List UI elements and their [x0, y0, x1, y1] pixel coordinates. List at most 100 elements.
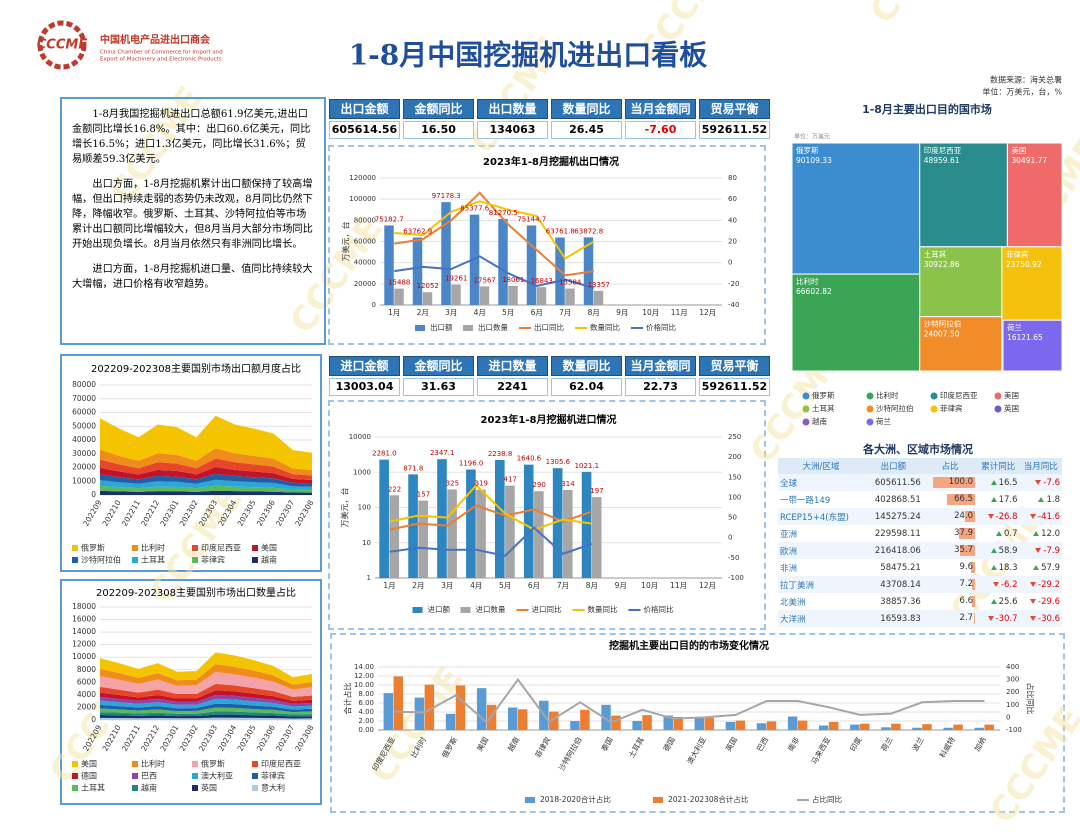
share-bar	[959, 528, 976, 539]
line-series	[389, 483, 593, 531]
legend-swatch	[72, 785, 78, 791]
kpi-value: 31.63	[403, 378, 474, 396]
table-cell: 229598.11	[864, 525, 923, 542]
share-bar	[971, 562, 976, 573]
x-tick-label: 3月	[441, 581, 453, 590]
up-arrow	[990, 598, 997, 604]
bar	[953, 724, 963, 730]
bar	[663, 715, 673, 730]
y-tick-label: 6.00	[358, 699, 374, 707]
share-value: 24.0	[954, 511, 974, 521]
x-tick-label: 3月	[445, 308, 457, 317]
data-label: 222	[388, 485, 401, 493]
x-tick-label: 英国	[723, 735, 739, 753]
panel-frame	[328, 400, 766, 630]
legend-swatch	[252, 761, 258, 767]
table-cell: 拉丁美洲	[778, 576, 864, 593]
data-label: 15488	[388, 279, 410, 287]
x-tick-label: 202308	[293, 498, 315, 527]
y2-tick-label: -50	[728, 554, 739, 562]
y-tick-label: 100	[358, 504, 371, 512]
table-value: 1.8	[1046, 494, 1060, 505]
kpi-label: 当月金额同比	[625, 99, 696, 134]
kpi-value: 605614.56	[329, 121, 400, 139]
area-series	[100, 671, 312, 697]
bar	[632, 721, 642, 730]
kpi-label: 出口数量	[477, 99, 548, 119]
x-tick-label: 6月	[528, 581, 540, 590]
x-tick-label: 德国	[661, 735, 677, 753]
down-arrow	[1030, 581, 1036, 587]
legend-swatch	[412, 607, 423, 613]
x-tick-label: 澳大利亚	[684, 735, 708, 766]
treemap-cell	[791, 273, 921, 372]
y2-tick-label: 50	[728, 514, 737, 522]
bar	[549, 711, 559, 730]
legend-swatch	[72, 773, 78, 779]
x-tick-label: 波兰	[910, 735, 926, 753]
table-value: 16.5	[998, 477, 1018, 488]
area-series	[100, 690, 312, 704]
legend-swatch	[192, 785, 198, 791]
kpi-card: 金额同比 16.50	[403, 99, 474, 139]
bar	[562, 489, 573, 578]
table-cell: 北美洲	[778, 593, 864, 610]
treemap-label: 荷兰	[1007, 322, 1022, 332]
kpi-value: -7.60	[625, 121, 696, 139]
chart-title: 2023年1-8月挖掘机进口情况	[481, 413, 617, 426]
y2-tick-label: 100	[728, 493, 741, 501]
down-arrow	[987, 615, 994, 621]
kpi-card: 贸易平衡 592611.52	[699, 99, 770, 139]
data-label: 75144.7	[517, 215, 546, 223]
bar	[422, 292, 433, 305]
area-series	[100, 458, 312, 481]
area-series	[100, 703, 312, 713]
treemap-value: 48959.61	[924, 156, 960, 165]
share-cell: 37.9	[933, 527, 976, 540]
share-value: 6.6	[959, 596, 974, 606]
legend-label: 土耳其	[81, 783, 105, 793]
legend-swatch	[252, 785, 258, 791]
treemap-label: 土耳其	[924, 249, 947, 259]
bar	[476, 688, 487, 730]
down-arrow	[1030, 598, 1036, 604]
bar	[517, 709, 528, 730]
share-cell: 9.6	[933, 561, 976, 574]
legend-label: 巴西	[141, 772, 157, 781]
kpi-card: 当月金额同比22.73	[625, 356, 696, 396]
y-tick-label: 30000	[72, 449, 96, 458]
x-tick-label: 4月	[470, 581, 482, 590]
data-label: 63762.9	[403, 228, 432, 236]
treemap-cell	[919, 316, 1003, 372]
legend-swatch	[192, 761, 198, 767]
bar	[526, 225, 537, 305]
legend-label: 俄罗斯	[201, 759, 225, 769]
data-label: 314	[561, 480, 575, 488]
table-cell: 43708.14	[863, 576, 923, 593]
bar	[593, 290, 604, 305]
y-tick-label: 0.00	[358, 726, 374, 734]
y-tick-label: 60000	[354, 238, 376, 246]
data-label: 157	[417, 491, 430, 499]
treemap-cell	[1002, 319, 1063, 372]
table-cell: 100.0	[922, 474, 978, 491]
up-arrow	[990, 547, 997, 553]
kpi-card: 进口数量 2241	[477, 356, 548, 396]
down-arrow	[987, 513, 994, 519]
share-value: 35.7	[954, 545, 974, 555]
table-cell: 非洲	[778, 559, 864, 576]
legend-swatch	[252, 557, 258, 563]
up-arrow	[990, 479, 997, 485]
bar	[850, 724, 860, 730]
area-series	[100, 448, 312, 476]
up-arrow	[990, 496, 997, 502]
legend-swatch	[72, 545, 78, 551]
bar	[601, 704, 611, 730]
table-cell: 145275.24	[863, 508, 923, 525]
data-label: 417	[503, 476, 516, 484]
bar	[412, 237, 423, 305]
bar	[818, 725, 829, 730]
bar	[552, 468, 563, 578]
y-axis-title: 万美元，台	[341, 222, 351, 262]
treemap-cell	[919, 142, 1008, 248]
